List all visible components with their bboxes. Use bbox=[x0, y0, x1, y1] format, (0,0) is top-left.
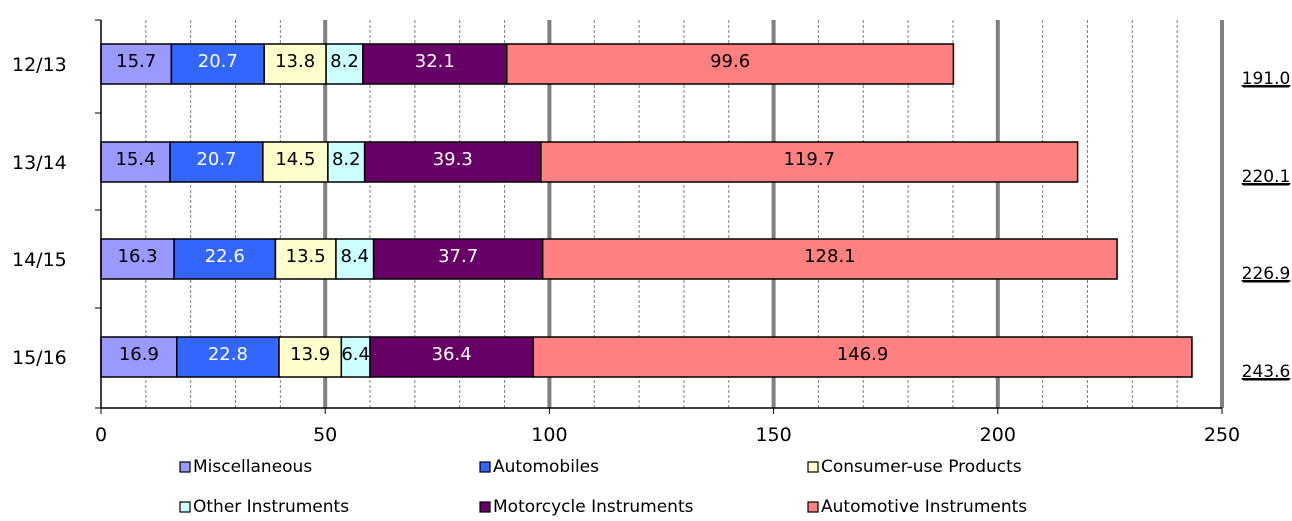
bar-segment bbox=[263, 43, 327, 85]
category-label: 14/15 bbox=[12, 249, 67, 271]
legend: Miscellaneous Automobiles Consumer-use Pro… bbox=[179, 457, 1027, 517]
bar-segment bbox=[540, 141, 1079, 183]
bar-segment bbox=[335, 238, 375, 280]
x-tick-label: 50 bbox=[313, 424, 337, 446]
bar-segment bbox=[363, 141, 542, 183]
legend-label: Miscellaneous bbox=[193, 457, 312, 477]
x-tick-label: 250 bbox=[1204, 424, 1240, 446]
data-label: 16.3 bbox=[118, 246, 158, 267]
data-label: 36.4 bbox=[432, 344, 472, 365]
data-label: 8.2 bbox=[332, 149, 361, 170]
bar-segment bbox=[278, 336, 343, 378]
data-label: 6.4 bbox=[341, 344, 370, 365]
legend-swatch bbox=[807, 501, 819, 513]
data-label: 15.7 bbox=[116, 51, 156, 72]
category-label: 13/14 bbox=[12, 152, 67, 174]
legend-label: Consumer-use Products bbox=[821, 457, 1022, 477]
data-label: 8.4 bbox=[340, 246, 369, 267]
total-label: 191.0 bbox=[1242, 69, 1291, 89]
data-label: 146.9 bbox=[837, 344, 889, 365]
data-label: 32.1 bbox=[415, 51, 455, 72]
legend-swatch bbox=[479, 501, 491, 513]
category-label: 15/16 bbox=[12, 347, 67, 369]
x-tick-label: 100 bbox=[531, 424, 567, 446]
legend-swatch bbox=[479, 461, 491, 473]
bar-segment bbox=[274, 238, 337, 280]
category-label: 12/13 bbox=[12, 54, 67, 76]
data-label: 15.4 bbox=[115, 149, 155, 170]
data-label: 13.8 bbox=[275, 51, 315, 72]
data-label: 37.7 bbox=[438, 246, 478, 267]
legend-swatch bbox=[179, 461, 191, 473]
bar-segment bbox=[262, 141, 329, 183]
data-label: 14.5 bbox=[275, 149, 315, 170]
bar-segment bbox=[506, 43, 955, 85]
bar-segment bbox=[340, 336, 371, 378]
data-label: 119.7 bbox=[783, 149, 835, 170]
bar-segment bbox=[532, 336, 1193, 378]
data-label: 22.6 bbox=[205, 246, 245, 267]
total-label: 243.6 bbox=[1242, 362, 1291, 382]
data-label: 8.2 bbox=[330, 51, 359, 72]
data-label: 13.5 bbox=[286, 246, 326, 267]
legend-label: Other Instruments bbox=[193, 497, 349, 517]
legend-label: Automobiles bbox=[493, 457, 599, 477]
bar-segment bbox=[176, 336, 280, 378]
total-label: 220.1 bbox=[1242, 167, 1291, 187]
axes: 0 50 100 150 200 250 12/13 13/14 14/15 15/16 bbox=[12, 19, 1240, 446]
data-label: 20.7 bbox=[198, 51, 238, 72]
bar-segment bbox=[372, 238, 544, 280]
data-label: 13.9 bbox=[290, 344, 330, 365]
data-label: 20.7 bbox=[196, 149, 236, 170]
legend-swatch bbox=[807, 461, 819, 473]
legend-label: Automotive Instruments bbox=[821, 497, 1027, 517]
data-label: 99.6 bbox=[710, 51, 750, 72]
bar-segment bbox=[541, 238, 1118, 280]
total-label: 226.9 bbox=[1242, 264, 1291, 284]
bars: 15.7 20.7 13.8 8.2 32.1 99.6 15.4 20.7 14.5 8.2 39… bbox=[100, 43, 1193, 378]
data-label: 22.8 bbox=[208, 344, 248, 365]
totals: 191.0 220.1 226.9 243.6 bbox=[1242, 69, 1291, 382]
bar-segment bbox=[100, 141, 171, 183]
bar-segment bbox=[369, 336, 535, 378]
data-label: 39.3 bbox=[433, 149, 473, 170]
legend-label: Motorcycle Instruments bbox=[493, 497, 694, 517]
data-label: 16.9 bbox=[119, 344, 159, 365]
x-tick-label: 0 bbox=[95, 424, 107, 446]
x-tick-label: 200 bbox=[980, 424, 1016, 446]
x-tick-label: 150 bbox=[755, 424, 791, 446]
legend-swatch bbox=[179, 501, 191, 513]
bar-segment bbox=[100, 336, 178, 378]
data-label: 128.1 bbox=[804, 246, 856, 267]
bar-segment bbox=[362, 43, 508, 85]
